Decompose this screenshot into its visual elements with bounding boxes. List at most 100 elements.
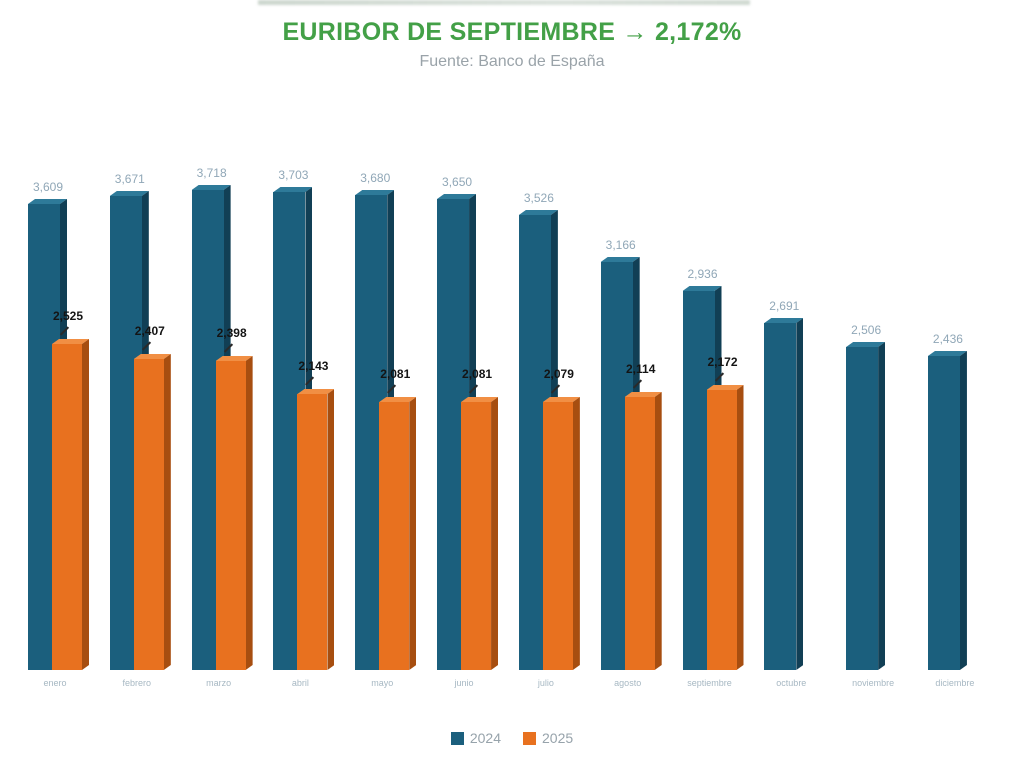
axis-label-diciembre: diciembre (935, 678, 975, 688)
bar-top-2024-abril (273, 187, 312, 192)
bar-face-2024-diciembre (927, 356, 960, 670)
bar-2024-octubre (764, 323, 796, 670)
bar-top-2025-enero (52, 339, 89, 344)
value-label-2025-marzo: 2,398 (216, 326, 247, 340)
bar-2025-junio (461, 402, 491, 670)
axis-label-julio: julio (537, 678, 554, 688)
bar-2025-julio (542, 402, 573, 670)
axis-label-mayo: mayo (371, 678, 394, 688)
bar-top-2025-abril (297, 389, 334, 394)
bar-top-2024-febrero (110, 191, 149, 196)
bar-side-2025-marzo (246, 356, 253, 670)
bar-side-2025-septiembre (737, 385, 744, 670)
legend-swatch-2024-icon (450, 731, 464, 745)
value-label-2024-noviembre: 2,506 (851, 323, 882, 337)
bar-top-2025-septiembre (707, 385, 744, 390)
month-group-octubre: 2,691 octubre (758, 150, 838, 688)
bar-2025-marzo (215, 361, 246, 670)
bar-top-2025-mayo (379, 397, 416, 402)
bar-side-2025-abril (327, 389, 334, 670)
bar-face-2025-junio (461, 402, 492, 670)
month-group-julio: 3,526 2,079 julio (513, 150, 593, 688)
bar-side-2025-junio (491, 397, 498, 670)
legend-item-2025: 2025 (523, 730, 573, 746)
axis-label-septiembre: septiembre (687, 678, 732, 688)
bar-top-2024-noviembre (846, 342, 885, 347)
legend-label-2025: 2025 (542, 730, 574, 746)
value-label-2024-septiembre: 2,936 (687, 267, 718, 281)
value-label-2025-junio: 2,081 (462, 367, 493, 381)
bar-top-2024-septiembre (683, 286, 722, 291)
bar-side-2025-febrero (164, 354, 171, 670)
value-label-2025-septiembre: 2,172 (707, 355, 738, 369)
value-label-2024-agosto: 3,166 (605, 238, 636, 252)
value-label-2024-febrero: 3,671 (114, 172, 145, 186)
axis-label-febrero: febrero (122, 678, 152, 688)
month-group-febrero: 3,671 2,407 febrero (104, 150, 184, 688)
bar-face-2025-abril (297, 394, 328, 670)
axis-label-agosto: agosto (614, 678, 642, 688)
value-label-2025-enero: 2,525 (52, 309, 84, 323)
value-label-2024-junio: 3,650 (442, 175, 473, 189)
value-label-2025-febrero: 2,407 (134, 324, 165, 338)
chart-title: EURIBOR DE SEPTIEMBRE → 2,172% (282, 18, 742, 46)
bar-2025-enero (52, 344, 82, 670)
month-group-junio: 3,650 2,081 junio (431, 150, 511, 688)
value-label-2025-agosto: 2,114 (626, 362, 656, 376)
month-group-mayo: 3,680 2,081 mayo (349, 150, 429, 688)
bar-2024-noviembre (846, 347, 878, 670)
bar-top-2024-agosto (601, 257, 640, 262)
bar-face-2025-mayo (379, 402, 410, 670)
bar-side-2025-agosto (655, 392, 662, 670)
legend-label-2024: 2024 (469, 730, 501, 746)
bar-face-2024-noviembre (846, 347, 879, 670)
axis-label-noviembre: noviembre (852, 678, 895, 688)
bar-2025-febrero (133, 359, 164, 670)
month-group-marzo: 3,718 2,398 marzo (186, 150, 266, 688)
bar-side-2025-mayo (409, 397, 416, 670)
bar-2024-diciembre (927, 356, 960, 670)
value-label-2024-julio: 3,526 (523, 191, 554, 205)
bar-top-2024-enero (28, 199, 67, 204)
value-label-2025-mayo: 2,081 (380, 367, 411, 381)
chart-subtitle: Fuente: Banco de España (419, 53, 605, 70)
legend: 2024 2025 (0, 730, 1024, 746)
month-group-septiembre: 2,936 2,172 septiembre (677, 150, 757, 688)
value-label-2024-marzo: 3,718 (196, 166, 227, 180)
bar-top-2025-febrero (134, 354, 171, 359)
bar-face-2025-marzo (215, 361, 246, 670)
bar-face-2025-septiembre (706, 390, 737, 670)
bar-top-2024-julio (519, 210, 558, 215)
bar-top-2025-agosto (625, 392, 662, 397)
value-label-2024-mayo: 3,680 (360, 171, 391, 185)
bar-chart: 3,609 2,525 enero 3,671 2,407 febrero 3,718 2,3… (22, 150, 1002, 688)
axis-label-enero: enero (43, 678, 67, 688)
bar-side-2024-diciembre (960, 351, 967, 670)
bar-face-2024-octubre (764, 323, 797, 670)
value-label-2025-abril: 2,143 (298, 359, 329, 373)
value-label-2025-julio: 2,079 (543, 367, 574, 381)
bar-2025-septiembre (706, 390, 737, 670)
legend-swatch-2025-icon (523, 731, 536, 745)
bar-top-2024-marzo (192, 185, 231, 190)
month-group-agosto: 3,166 2,114 agosto (595, 150, 675, 688)
bar-face-2025-julio (542, 402, 573, 670)
bar-2025-mayo (379, 402, 409, 670)
bar-side-2024-noviembre (878, 342, 885, 670)
axis-label-octubre: octubre (776, 678, 807, 688)
bar-top-2025-junio (461, 397, 498, 402)
bar-face-2025-agosto (624, 397, 655, 670)
bar-face-2025-febrero (133, 359, 164, 670)
value-label-2024-enero: 3,609 (32, 180, 64, 194)
month-group-enero: 3,609 2,525 enero (22, 150, 102, 688)
month-group-noviembre: 2,506 noviembre (840, 150, 920, 688)
bar-face-2025-enero (52, 344, 82, 670)
bar-top-2025-marzo (216, 356, 253, 361)
month-group-abril: 3,703 2,143 abril (267, 150, 347, 688)
bar-top-2024-mayo (355, 190, 394, 195)
bar-top-2024-octubre (764, 318, 803, 323)
bar-top-2024-junio (437, 194, 476, 199)
legend-item-2024: 2024 (450, 730, 501, 746)
bar-top-2025-julio (543, 397, 580, 402)
